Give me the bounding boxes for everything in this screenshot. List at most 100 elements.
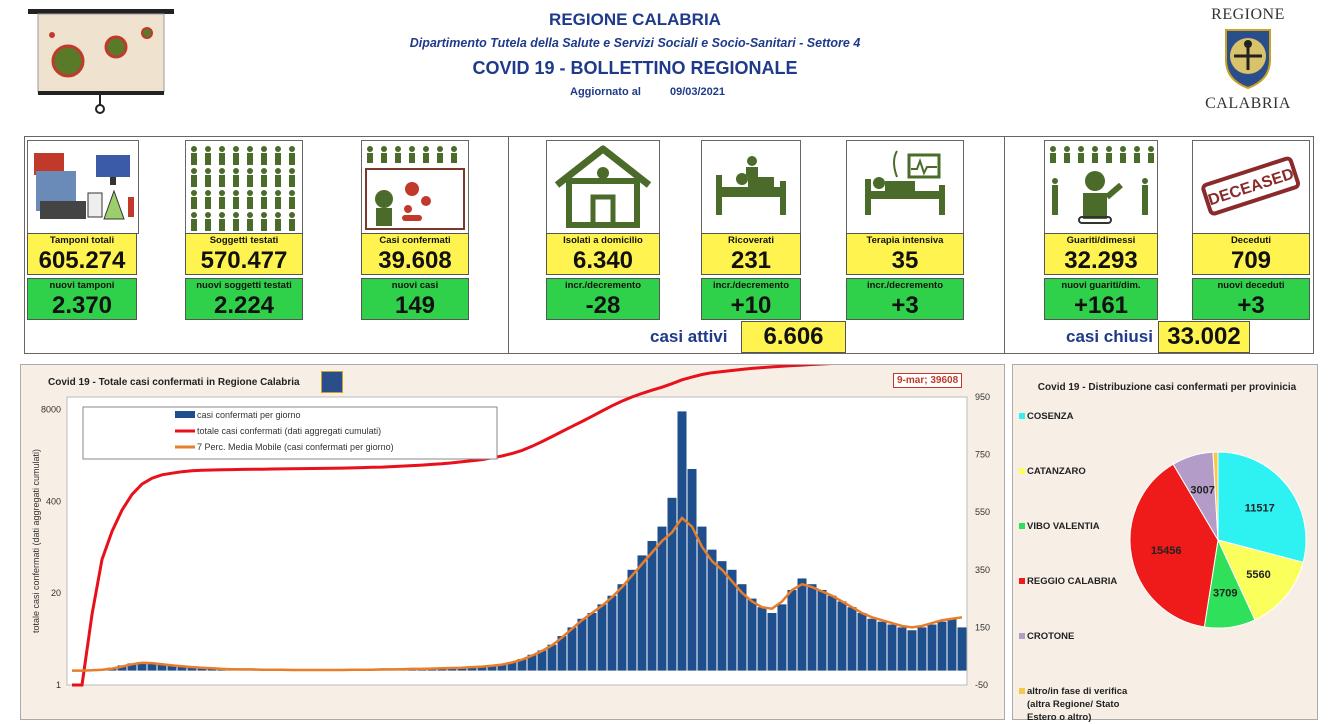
soggetti-testati-value: 570.477 xyxy=(185,247,303,275)
cumulative-line xyxy=(72,365,833,687)
recovered-person-icon xyxy=(1044,140,1158,234)
pie-title: Covid 19 - Distribuzione casi confermati… xyxy=(1037,382,1297,393)
casi-attivi-value: 6.606 xyxy=(741,321,846,353)
updated-date: 09/03/2021 xyxy=(669,86,726,98)
nuovi-soggetti-label: nuovi soggetti testati xyxy=(185,278,303,293)
isolati-label: Isolati a domicilio xyxy=(546,233,660,248)
logo-bottom-text: CALABRIA xyxy=(1205,95,1291,112)
chart-annotation: 9-mar; 39608 xyxy=(893,373,963,388)
pie-value-label: 15456 xyxy=(1151,545,1182,557)
daily-cases-bar xyxy=(707,549,717,671)
daily-cases-bar xyxy=(797,578,807,671)
daily-cases-bar xyxy=(937,621,947,671)
daily-cases-bar xyxy=(657,526,667,671)
region-title: REGIONE CALABRIA xyxy=(549,10,721,29)
pie-value-label: 3007 xyxy=(1190,484,1214,496)
daily-cases-bar xyxy=(727,569,737,671)
nuovi-deceduti-label: nuovi deceduti xyxy=(1192,278,1310,293)
pie-legend-label: CATANZARO xyxy=(1027,466,1086,477)
nuovi-deceduti-value: +3 xyxy=(1192,292,1310,320)
daily-cases-bar xyxy=(777,604,787,671)
updated-label: Aggiornato al xyxy=(570,86,641,98)
daily-cases-bar xyxy=(927,624,937,671)
casi-chiusi-label: casi chiusi xyxy=(1066,327,1153,346)
moving-average-line xyxy=(72,516,963,672)
right-tick-label: 150 xyxy=(975,622,990,632)
soggetti-testati-label: Soggetti testati xyxy=(185,233,303,248)
daily-cases-bar xyxy=(177,666,187,671)
legend-label: casi confermati per giorno xyxy=(197,410,301,420)
casi-chiusi-value: 33.002 xyxy=(1158,321,1250,353)
pie-legend-swatch xyxy=(1019,523,1025,529)
daily-cases-bar xyxy=(817,589,827,671)
lab-test-icon xyxy=(27,140,139,234)
daily-cases-bar xyxy=(607,595,617,671)
chart-region-logo-icon xyxy=(321,371,343,393)
daily-cases-bar xyxy=(547,644,557,671)
hospital-bed-icon xyxy=(701,140,801,234)
pie-legend-label: VIBO VALENTIA xyxy=(1027,521,1100,532)
daily-cases-bar xyxy=(767,613,777,671)
daily-cases-bar xyxy=(887,624,897,671)
daily-cases-bar xyxy=(717,561,727,671)
pie-slice xyxy=(1217,451,1307,563)
daily-cases-bar xyxy=(557,636,567,671)
daily-cases-bar xyxy=(587,613,597,671)
right-tick-label: 950 xyxy=(975,392,990,402)
daily-cases-bar xyxy=(947,618,957,671)
nuovi-casi-label: nuovi casi xyxy=(361,278,469,293)
region-shield-icon xyxy=(1225,29,1271,90)
terapia-intensiva-label: Terapia intensiva xyxy=(846,233,964,248)
house-icon xyxy=(546,140,660,234)
left-tick-label: 1 xyxy=(56,680,61,690)
daily-cases-bar xyxy=(517,659,527,671)
daily-cases-bar xyxy=(837,601,847,671)
casi-attivi-label: casi attivi xyxy=(650,327,728,346)
daily-cases-bar xyxy=(447,668,457,671)
pie-legend-swatch xyxy=(1019,578,1025,584)
pie-legend-label: altro/in fase di verifica (altra Regione… xyxy=(1027,686,1128,723)
daily-cases-bar xyxy=(627,569,637,671)
daily-cases-bar xyxy=(827,595,837,671)
bulletin-title: COVID 19 - BOLLETTINO REGIONALE xyxy=(472,58,798,78)
department-title: Dipartimento Tutela della Salute e Servi… xyxy=(409,36,861,50)
pie-value-label: 3709 xyxy=(1213,587,1237,599)
right-tick-label: -50 xyxy=(975,680,988,690)
daily-cases-bar xyxy=(527,654,537,671)
pie-legend-label: COSENZA xyxy=(1027,411,1074,422)
guariti-label: Guariti/dimessi xyxy=(1044,233,1158,248)
daily-cases-bar xyxy=(737,584,747,671)
ricoverati-value: 231 xyxy=(701,247,801,275)
chart-title: Covid 19 - Totale casi confermati in Reg… xyxy=(48,377,300,388)
daily-cases-bar xyxy=(507,661,517,671)
casi-confermati-label: Casi confermati xyxy=(361,233,469,248)
daily-cases-bar xyxy=(857,613,867,671)
nuovi-tamponi-label: nuovi tamponi xyxy=(27,278,137,293)
nuovi-guariti-value: +161 xyxy=(1044,292,1158,320)
daily-cases-bar xyxy=(487,665,497,671)
pie-legend-label: CROTONE xyxy=(1027,631,1075,642)
daily-cases-bar xyxy=(667,497,677,671)
daily-cases-bar xyxy=(477,666,487,671)
daily-cases-bar xyxy=(757,607,767,671)
logo-top-text: REGIONE xyxy=(1211,6,1285,23)
daily-cases-bar xyxy=(787,589,797,671)
daily-cases-bar xyxy=(537,650,547,671)
pie-slice xyxy=(1217,539,1304,621)
daily-cases-bar xyxy=(647,541,657,671)
updated-line: Aggiornato al 09/03/2021 xyxy=(570,86,830,98)
daily-cases-bar xyxy=(867,618,877,671)
left-tick-label: 400 xyxy=(46,496,61,506)
right-tick-label: 350 xyxy=(975,565,990,575)
legend-swatch xyxy=(175,411,195,418)
daily-cases-bar xyxy=(457,667,467,671)
daily-cases-bar xyxy=(467,667,477,671)
daily-cases-bar xyxy=(847,607,857,671)
daily-cases-bar xyxy=(597,604,607,671)
daily-cases-bar xyxy=(807,584,817,671)
infected-person-icon xyxy=(361,140,469,234)
right-tick-label: 750 xyxy=(975,450,990,460)
daily-cases-bar xyxy=(167,665,177,671)
casi-confermati-value: 39.608 xyxy=(361,247,469,275)
pie-legend-swatch xyxy=(1019,413,1025,419)
